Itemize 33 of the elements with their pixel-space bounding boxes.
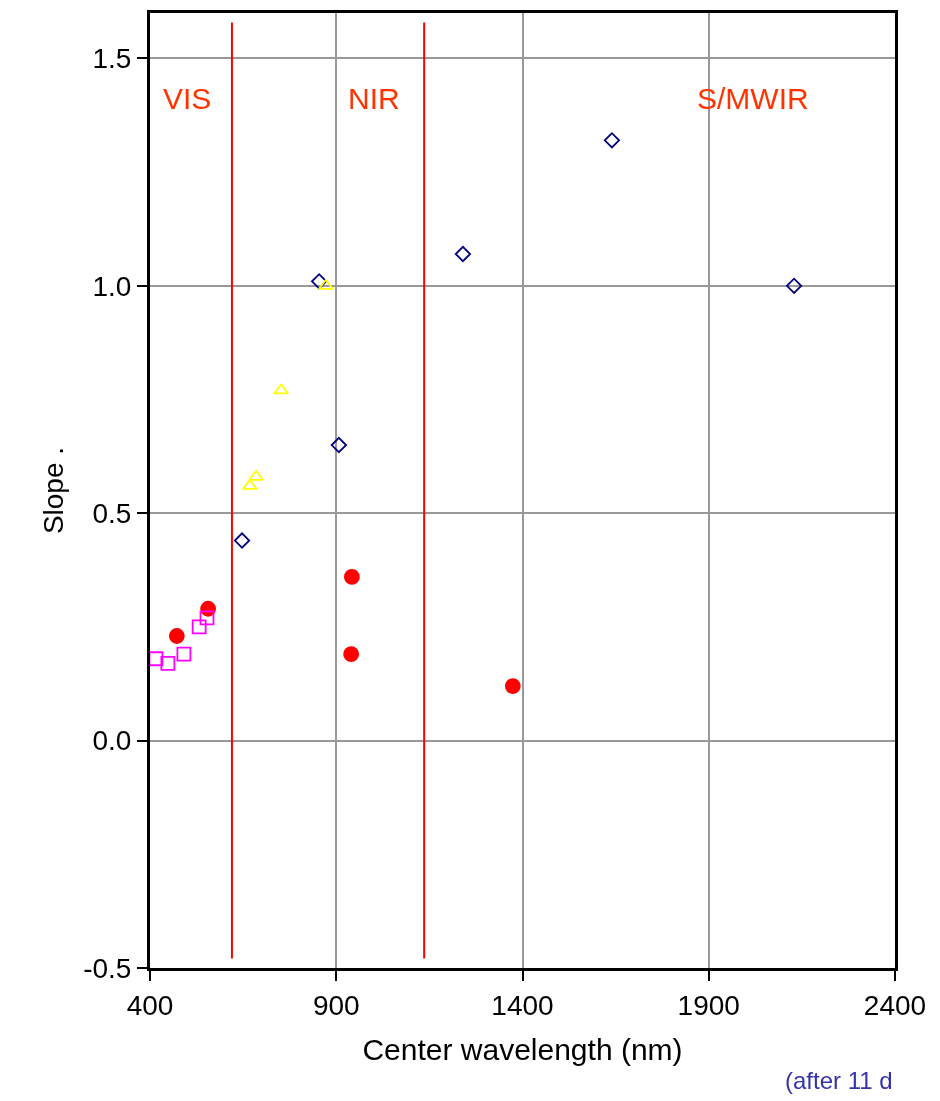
x-tick-label: 1400 — [491, 989, 554, 1021]
point — [176, 646, 192, 662]
y-tick-label: 1.0 — [92, 270, 132, 302]
point — [343, 646, 360, 663]
point — [786, 277, 803, 294]
y-tick-label: -0.5 — [83, 952, 132, 984]
point — [603, 132, 620, 149]
x-tick-label: 1900 — [677, 989, 740, 1021]
point — [160, 655, 176, 671]
y-tick-label: 1.5 — [92, 43, 132, 75]
point — [311, 273, 328, 290]
point — [199, 610, 215, 626]
text: (after 11 d — [785, 1067, 893, 1094]
x-tick-label: 2400 — [863, 989, 927, 1021]
y-tick-label: 0.0 — [92, 725, 132, 757]
x-tick-label: 400 — [126, 989, 174, 1021]
point — [273, 383, 289, 395]
y-axis-title: Slope . — [37, 446, 69, 535]
point — [330, 436, 347, 454]
point — [248, 469, 264, 481]
point — [317, 278, 334, 290]
annotation: S/MWIR — [697, 82, 809, 115]
annotation: NIR — [348, 82, 400, 115]
point — [344, 569, 360, 585]
point — [191, 619, 207, 635]
point — [233, 532, 251, 549]
x-tick-label: 900 — [312, 989, 360, 1021]
point — [454, 245, 471, 263]
y-tick-label: 0.5 — [92, 498, 132, 530]
x-axis-title: Center wavelength (nm) — [362, 1033, 683, 1067]
annotation: VIS — [163, 82, 212, 115]
point — [168, 628, 185, 644]
point — [504, 678, 521, 694]
